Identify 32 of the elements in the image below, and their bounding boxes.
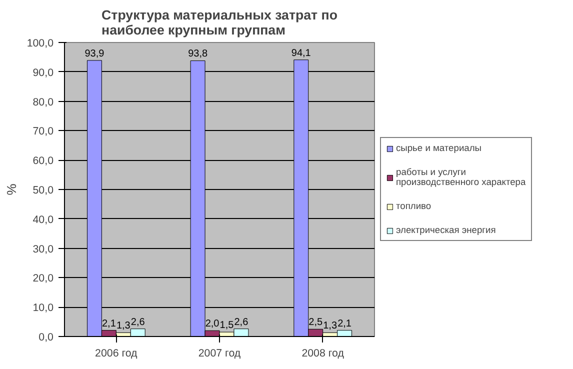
y-tick-label: 100,0 — [26, 38, 54, 50]
y-tick-label: 0,0 — [38, 332, 54, 344]
y-tick-label: 40,0 — [32, 214, 54, 226]
data-label: 94,1 — [291, 48, 312, 59]
data-label: 1,5 — [220, 320, 234, 332]
data-label: 2,6 — [130, 316, 146, 328]
data-label: 2,6 — [234, 316, 249, 328]
data-label: 1,3 — [116, 320, 131, 332]
data-label: 2,1 — [338, 318, 352, 330]
y-tick-label: 90,0 — [32, 66, 54, 79]
y-tick-label: 80,0 — [32, 96, 54, 108]
chart-title: Структура материальных затрат по наиболее крупным группам — [102, 8, 338, 38]
data-label: 93,9 — [84, 48, 105, 60]
y-tick-label: 30,0 — [32, 243, 54, 256]
data-label: 2,5 — [308, 317, 323, 328]
y-tick-label: 20,0 — [32, 272, 54, 285]
data-label: 2,0 — [205, 318, 220, 330]
y-tick-label: 60,0 — [32, 155, 54, 168]
y-tick-label: 50,0 — [32, 184, 54, 196]
y-tick-label: 70,0 — [32, 126, 54, 138]
legend-label: топливо — [396, 201, 432, 211]
legend-label: сырье и материалы — [396, 143, 482, 153]
data-label: 1,3 — [323, 320, 338, 332]
x-tick-label: 2007 год — [198, 348, 242, 360]
legend-label: электрическая энергия — [396, 225, 496, 235]
y-axis-title: % — [4, 183, 19, 196]
legend-label: работы и услуги производственного характера — [396, 167, 526, 187]
x-tick-label: 2008 год — [302, 348, 345, 360]
data-label: 93,8 — [188, 48, 208, 60]
data-label: 2,1 — [102, 318, 116, 330]
y-tick-label: 10,0 — [32, 302, 54, 314]
x-tick-label: 2006 год — [95, 348, 138, 360]
